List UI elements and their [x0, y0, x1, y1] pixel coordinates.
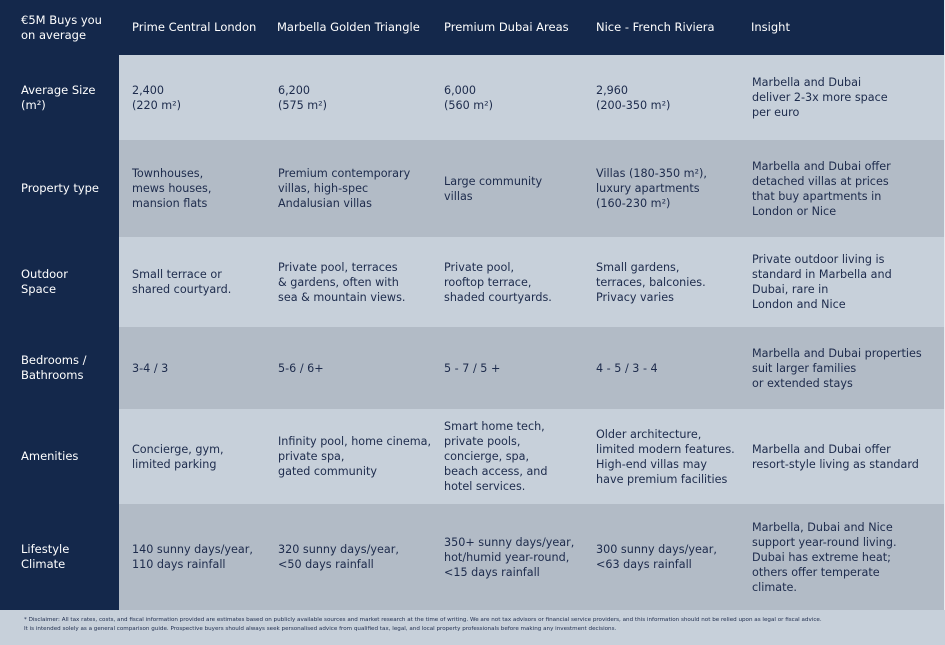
row-label-text: Property type: [21, 181, 100, 195]
footer: * Disclaimer: All tax rates, costs, and …: [0, 610, 945, 645]
cell-london: 140 sunny days/year, 110 days rainfall: [132, 543, 253, 571]
cell-dubai: Smart home tech, private pools, concierg…: [444, 420, 548, 493]
cell-dubai: 6,000 (560 m²): [444, 83, 494, 112]
row-label-text: Amenities: [21, 449, 79, 463]
cell-marbella: Private pool, terraces & gardens, often …: [278, 260, 406, 304]
cell-insight: Private outdoor living is standard in Ma…: [752, 253, 892, 311]
cell-insight: Marbella and Dubai offer resort-style li…: [752, 442, 919, 471]
row-label-column: [0, 55, 119, 610]
header-marbella-golden-triangle: Marbella Golden Triangle: [277, 20, 420, 34]
cell-nice: Older architecture, limited modern featu…: [596, 427, 735, 486]
header-premium-dubai-areas: Premium Dubai Areas: [444, 20, 569, 34]
cell-dubai: Private pool, rooftop terrace, shaded co…: [444, 260, 552, 304]
row-label-text: Lifestyle Climate: [21, 542, 70, 571]
header-nice-french-riviera: Nice - French Riviera: [596, 20, 715, 34]
cell-insight: Marbella and Dubai deliver 2-3x more spa…: [752, 76, 888, 119]
cell-marbella: Premium contemporary villas, high-spec A…: [278, 167, 411, 210]
table-row-amenities: Concierge, gym, limited parking Infinity…: [119, 409, 944, 504]
table-header: €5M Buys you on average Prime Central Lo…: [0, 0, 944, 55]
cell-dubai: 350+ sunny days/year, hot/humid year-rou…: [444, 535, 575, 579]
cell-nice: 4 - 5 / 3 - 4: [596, 361, 658, 375]
cell-marbella: Infinity pool, home cinema, private spa,…: [278, 435, 432, 478]
table-row-average-size: 2,400 (220 m²) 6,200 (575 m²) 6,000 (560…: [119, 55, 944, 140]
cell-nice: 2,960 (200-350 m²): [596, 83, 671, 112]
table-row-bedrooms-bathrooms: 3-4 / 3 5-6 / 6+ 5 - 7 / 5 + 4 - 5 / 3 -…: [119, 327, 944, 409]
cell-dubai: 5 - 7 / 5 +: [444, 361, 501, 375]
cell-nice: 300 sunny days/year, <63 days rainfall: [596, 543, 717, 571]
row-label-text: Average Size (m²): [21, 82, 96, 112]
cell-nice: Villas (180-350 m²), luxury apartments (…: [596, 167, 707, 210]
header-corner-label: €5M Buys you on average: [21, 12, 102, 42]
cell-nice: Small gardens, terraces, balconies. Priv…: [596, 260, 706, 304]
row-label-lifestyle-climate: Lifestyle Climate: [0, 504, 119, 610]
table-row-lifestyle-climate: 140 sunny days/year, 110 days rainfall 3…: [119, 504, 944, 610]
row-label-outdoor-space: Outdoor Space: [0, 237, 119, 327]
cell-london: 2,400 (220 m²): [132, 83, 182, 112]
row-label-average-size: Average Size (m²): [0, 55, 119, 140]
cell-london: Concierge, gym, limited parking: [132, 442, 224, 471]
row-label-property-type: Property type: [0, 140, 119, 237]
comparison-table: €5M Buys you on average Prime Central Lo…: [0, 0, 944, 610]
cell-london: Small terrace or shared courtyard.: [132, 268, 232, 296]
row-label-amenities: Amenities: [0, 409, 119, 504]
table-row-outdoor-space: Small terrace or shared courtyard. Priva…: [119, 237, 944, 327]
cell-insight: Marbella and Dubai properties suit large…: [752, 346, 922, 390]
header-insight: Insight: [751, 20, 790, 34]
table-row-property-type: Townhouses, mews houses, mansion flats P…: [119, 140, 944, 237]
cell-marbella: 6,200 (575 m²): [278, 83, 328, 112]
cell-insight: Marbella, Dubai and Nice support year-ro…: [752, 520, 897, 594]
cell-london: 3-4 / 3: [132, 361, 169, 375]
disclaimer-text: * Disclaimer: All tax rates, costs, and …: [24, 617, 822, 632]
row-label-text: Bedrooms / Bathrooms: [21, 353, 87, 382]
header-prime-central-london: Prime Central London: [132, 20, 257, 34]
row-label-bedrooms-bathrooms: Bedrooms / Bathrooms: [0, 327, 119, 409]
cell-marbella: 5-6 / 6+: [278, 361, 324, 375]
cell-london: Townhouses, mews houses, mansion flats: [132, 167, 212, 210]
cell-dubai: Large community villas: [444, 174, 543, 203]
cell-marbella: 320 sunny days/year, <50 days rainfall: [278, 543, 399, 571]
row-label-text: Outdoor Space: [21, 267, 68, 296]
cell-insight: Marbella and Dubai offer detached villas…: [752, 159, 891, 218]
